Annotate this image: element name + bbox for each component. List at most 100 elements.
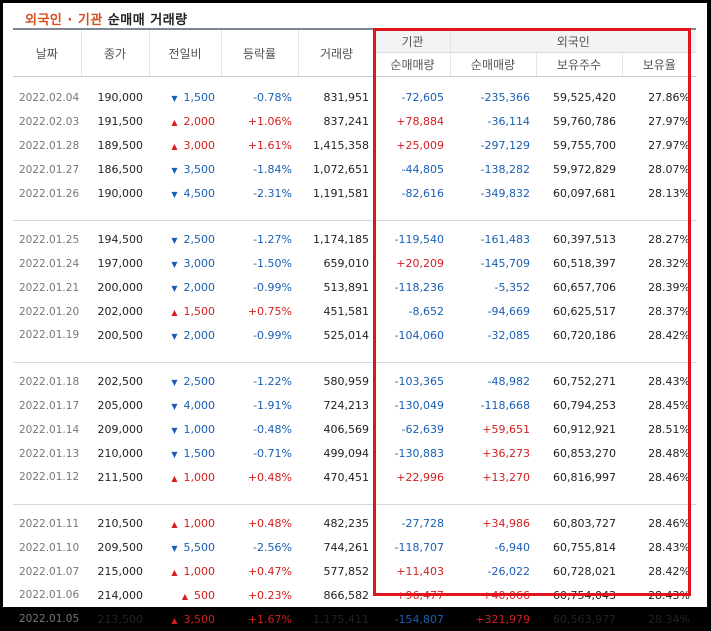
holdings-cell: 60,755,814: [536, 536, 622, 560]
trading-table: 날짜 종가 전일비 등락률 거래량 기관 외국인 순매매량 순매매량 보유주수 …: [13, 28, 696, 631]
triangle-down-icon: ▼: [171, 402, 177, 411]
change-cell: ▲1,000: [149, 560, 221, 584]
header-close[interactable]: 종가: [81, 29, 149, 77]
change-value: 3,000: [184, 257, 216, 270]
ratio-cell: 28.27%: [622, 228, 696, 252]
close-cell: 213,500: [81, 607, 149, 631]
change-value: 1,500: [184, 91, 216, 104]
change-cell: ▼3,500: [149, 158, 221, 182]
holdings-cell: 60,720,186: [536, 324, 622, 348]
ratio-cell: 28.34%: [622, 607, 696, 631]
change-value: 2,500: [184, 375, 216, 388]
ratio-cell: 27.86%: [622, 86, 696, 110]
ratio-cell: 28.32%: [622, 252, 696, 276]
foreign-net-cell: +321,979: [450, 607, 536, 631]
header-rate[interactable]: 등락률: [221, 29, 298, 77]
holdings-cell: 60,625,517: [536, 300, 622, 324]
close-cell: 211,500: [81, 465, 149, 489]
ratio-cell: 28.37%: [622, 300, 696, 324]
change-cell: ▼1,500: [149, 442, 221, 466]
volume-cell: 580,959: [298, 370, 375, 394]
foreign-net-cell: +34,986: [450, 512, 536, 536]
holdings-cell: 59,972,829: [536, 158, 622, 182]
change-cell: ▲ 1,000: [149, 512, 221, 536]
triangle-up-icon: ▲: [171, 118, 177, 127]
change-cell: ▲3,500: [149, 607, 221, 631]
rate-cell: -0.99%: [221, 276, 298, 300]
holdings-cell: 60,563,977: [536, 607, 622, 631]
close-cell: 210,500: [81, 512, 149, 536]
holdings-cell: 60,853,270: [536, 442, 622, 466]
volume-cell: 724,213: [298, 394, 375, 418]
rate-cell: -1.50%: [221, 252, 298, 276]
change-value: 2,000: [184, 115, 216, 128]
triangle-up-icon: ▲: [182, 592, 188, 601]
title-rest: 순매매 거래량: [108, 13, 188, 28]
date-cell: 2022.01.13: [13, 442, 81, 466]
institution-net-cell: -118,707: [375, 536, 450, 560]
header-date[interactable]: 날짜: [13, 29, 81, 77]
rate-cell: +0.48%: [221, 512, 298, 536]
close-cell: 205,000: [81, 394, 149, 418]
header-change[interactable]: 전일비: [149, 29, 221, 77]
rate-cell: +0.47%: [221, 560, 298, 584]
foreign-net-cell: -138,282: [450, 158, 536, 182]
holdings-cell: 60,752,271: [536, 370, 622, 394]
header-institution-net[interactable]: 순매매량: [375, 53, 450, 77]
rate-cell: -2.56%: [221, 536, 298, 560]
change-value: 2,000: [184, 329, 216, 342]
volume-cell: 482,235: [298, 512, 375, 536]
close-cell: 194,500: [81, 228, 149, 252]
rate-cell: -1.22%: [221, 370, 298, 394]
change-value: 1,000: [184, 517, 216, 530]
institution-net-cell: -130,883: [375, 442, 450, 466]
volume-cell: 1,072,651: [298, 158, 375, 182]
foreign-net-cell: -32,085: [450, 324, 536, 348]
change-cell: ▲3,000: [149, 134, 221, 158]
foreign-net-cell: -235,366: [450, 86, 536, 110]
change-value: 500: [194, 589, 215, 602]
institution-net-cell: -154,807: [375, 607, 450, 631]
triangle-down-icon: ▼: [171, 94, 177, 103]
rate-cell: +0.48%: [221, 465, 298, 489]
header-holdings[interactable]: 보유주수: [536, 53, 622, 77]
change-cell: ▼2,500: [149, 228, 221, 252]
header-foreign-net[interactable]: 순매매량: [450, 53, 536, 77]
institution-net-cell: -119,540: [375, 228, 450, 252]
date-cell: 2022.01.06: [13, 584, 81, 608]
close-cell: 197,000: [81, 252, 149, 276]
header-ratio[interactable]: 보유율: [622, 53, 696, 77]
institution-net-cell: -44,805: [375, 158, 450, 182]
close-cell: 209,500: [81, 536, 149, 560]
date-cell: 2022.02.03: [13, 110, 81, 134]
triangle-up-icon: ▲: [171, 520, 177, 529]
header-foreign-group: 외국인: [450, 29, 696, 53]
foreign-net-cell: -145,709: [450, 252, 536, 276]
date-cell: 2022.01.14: [13, 418, 81, 442]
close-cell: 200,000: [81, 276, 149, 300]
change-value: 4,000: [184, 399, 216, 412]
header-volume[interactable]: 거래량: [298, 29, 375, 77]
volume-cell: 866,582: [298, 584, 375, 608]
institution-net-cell: +22,996: [375, 465, 450, 489]
ratio-cell: 28.42%: [622, 560, 696, 584]
holdings-cell: 60,728,021: [536, 560, 622, 584]
change-cell: ▲ 500: [149, 584, 221, 608]
triangle-up-icon: ▲: [171, 474, 177, 483]
volume-cell: 831,951: [298, 86, 375, 110]
change-value: 3,500: [184, 163, 216, 176]
volume-cell: 1,174,185: [298, 228, 375, 252]
